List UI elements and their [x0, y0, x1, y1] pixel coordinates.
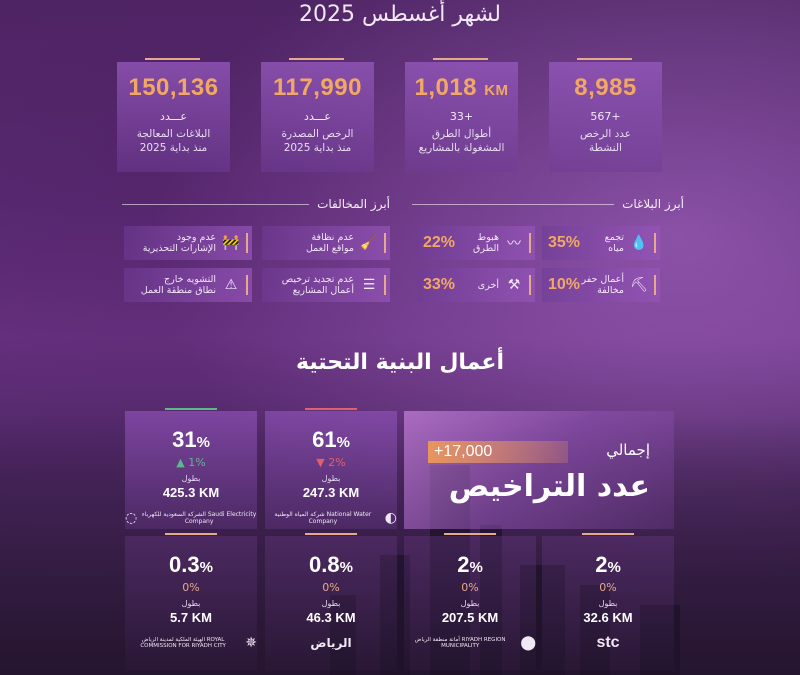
- barrier-icon: 🚧: [222, 235, 240, 251]
- other-icon: ⚒: [507, 277, 521, 293]
- violation-tile-license-renewal: ☰ عدم تجديد ترخيص أعمال المشاريع: [262, 268, 390, 302]
- stc-logo: stc: [596, 634, 620, 651]
- violations-section-header: أبرز المخالفات: [122, 196, 390, 212]
- operator-card-saudi-electricity: 31% ▲ 1% بطول 425.3 KM ◌ الشركة السعودية …: [125, 408, 257, 529]
- water-pooling-icon: 💧: [630, 235, 648, 251]
- cleaning-worker-icon: 🧹: [360, 235, 378, 251]
- violation-tile-warning-signs: 🚧 عدم وجود الإشارات التحذيرية: [124, 226, 252, 260]
- saudi-electricity-logo: ◌ الشركة السعودية للكهرباء Saudi Electric…: [125, 510, 257, 526]
- rcrc-logo: الهيئة الملكية لمدينة الرياض ROYAL COMMI…: [140, 635, 257, 651]
- operator-card-rcrc: 0.3% 0% بطول 5.7 KM الهيئة الملكية لمدين…: [125, 533, 257, 671]
- stat-value: 117,990: [273, 74, 362, 101]
- page-title: لشهر أغسطس 2025: [299, 2, 501, 27]
- infrastructure-title: أعمال البنية التحتية: [295, 350, 504, 375]
- stat-value: 1,018 KM: [414, 74, 509, 101]
- stat-card-active-licenses: 8,985 +567 عدد الرخص النشطة: [549, 58, 662, 172]
- road-subsidence-icon: 〰: [507, 236, 521, 252]
- stat-value: 8,985: [574, 74, 637, 101]
- total-licenses-badge: +17,000: [428, 441, 568, 463]
- report-tile-other: ⚒ أخرى 33%: [417, 268, 535, 302]
- excavator-icon: ⛏: [630, 277, 648, 293]
- city-skyline-background: [0, 415, 800, 675]
- operator-card-riyadh-municipality: 2% 0% بطول 207.5 KM أمانة منطقة الرياض R…: [404, 533, 536, 671]
- report-tile-water-pooling: 💧 تجمع مياه 35%: [542, 226, 660, 260]
- document-list-icon: ☰: [362, 277, 376, 293]
- total-licenses-card: إجمالي +17,000 عدد التراخيص: [404, 411, 674, 529]
- stat-card-road-length: 1,018 KM +33 أطوال الطرق المشغولة بالمشار…: [405, 58, 518, 172]
- operator-card-stc: 2% 0% بطول 32.6 KM stc: [542, 533, 674, 671]
- riyadh-logo: الرياض: [310, 636, 352, 650]
- operator-card-riyadh: 0.8% 0% بطول 46.3 KM الرياض: [265, 533, 397, 671]
- riyadh-municipality-logo: أمانة منطقة الرياض RIYADH REGION MUNICIP…: [414, 635, 536, 651]
- stat-card-issued-licenses: 117,990 عـــدد الرخص المصدرة منذ بداية 20…: [261, 58, 374, 172]
- violation-tile-outside-zone: ⚠ التشويه خارج نطاق منطقة العمل: [124, 268, 252, 302]
- stat-card-processed-reports: 150,136 عـــدد البلاغات المعالجة منذ بداي…: [117, 58, 230, 172]
- reports-section-header: أبرز البلاغات: [412, 196, 684, 212]
- violation-tile-site-cleanliness: 🧹 عدم نظافة مواقع العمل: [262, 226, 390, 260]
- report-tile-road-subsidence: 〰 هبوط الطرق 22%: [417, 226, 535, 260]
- stat-value: 150,136: [128, 74, 219, 101]
- operator-card-national-water: 61% ▼ 2% بطول 247.3 KM شركة المياه الوطن…: [265, 408, 397, 529]
- warning-triangle-icon: ⚠: [224, 277, 238, 293]
- national-water-logo: شركة المياه الوطنية National Water Compa…: [274, 510, 397, 526]
- report-tile-excavation: ⛏ أعمال حفر مخالفة 10%: [542, 268, 660, 302]
